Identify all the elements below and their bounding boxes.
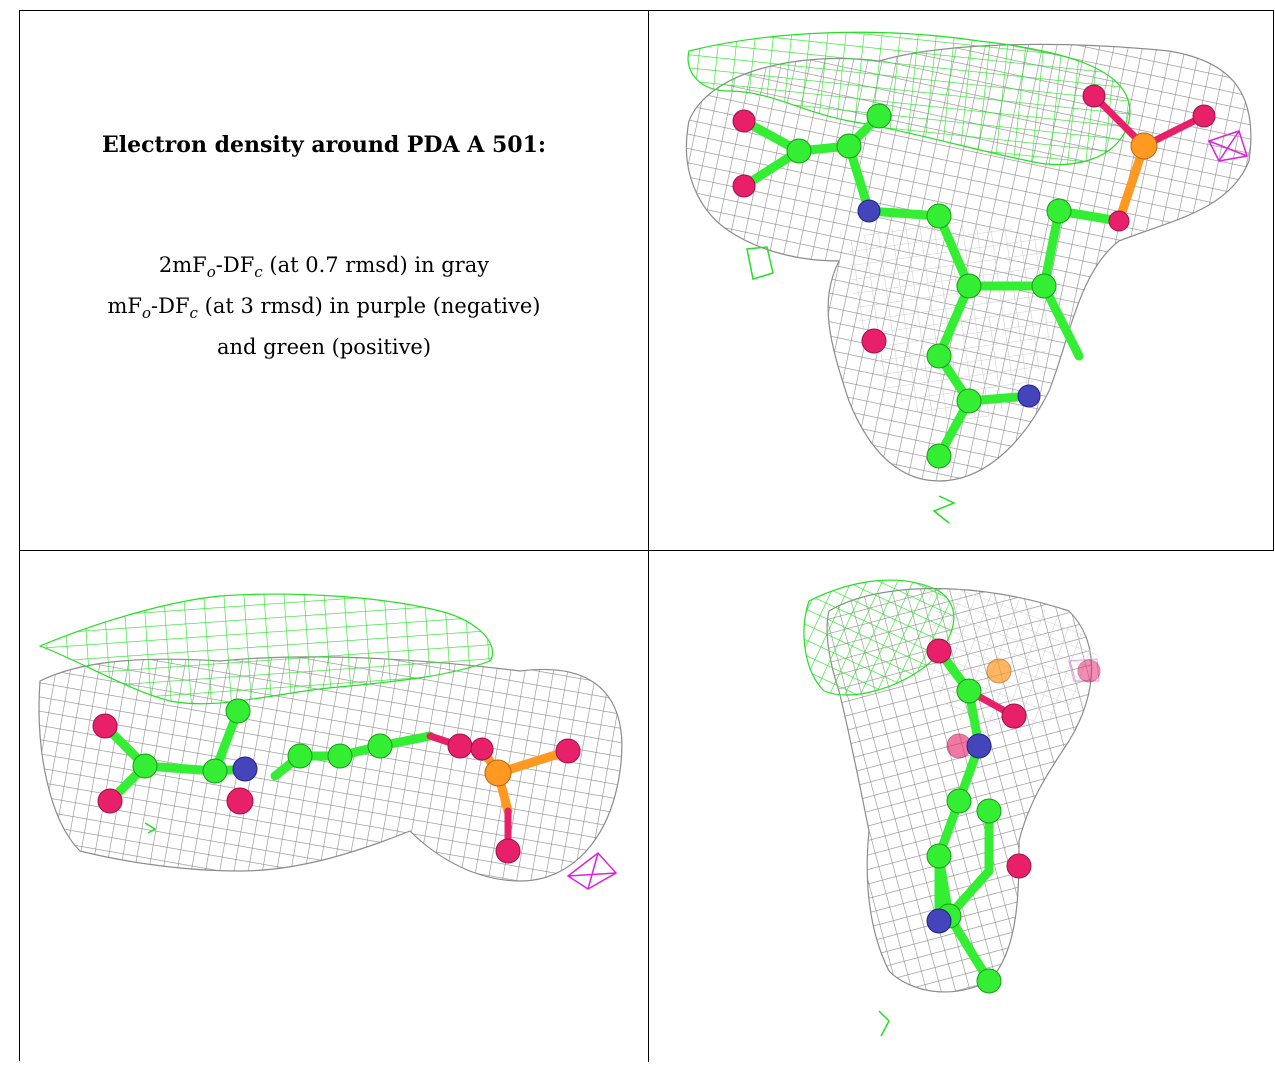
density-render-top-right — [685, 31, 1252, 524]
phosphorus-atom — [986, 658, 1012, 684]
phosphorus-atom — [1130, 132, 1158, 160]
purple-density-mesh — [1207, 130, 1248, 162]
carbon-atoms — [132, 698, 393, 784]
nitrogen-atoms — [857, 199, 1041, 408]
view-bottom-right — [649, 551, 1273, 1062]
carbon-atoms — [786, 103, 1072, 469]
legend-line-difference: mFo-DFc (at 3 rmsd) in purple (negative) — [107, 294, 541, 323]
table-border-left — [19, 10, 20, 550]
table-divider-vertical — [648, 10, 649, 1062]
gray-density-mesh — [38, 656, 623, 882]
view-top-right — [649, 11, 1273, 550]
phosphorus-atom — [484, 759, 512, 787]
legend-line-gray: 2mFo-DFc (at 0.7 rmsd) in gray — [158, 253, 490, 282]
density-render-bottom-right — [803, 579, 1101, 1037]
legend-line-green: and green (positive) — [216, 335, 432, 360]
legend-text: 2mFo-DFc (at 0.7 rmsd) in gray mFo-DFc (… — [0, 248, 648, 364]
table-border-top — [19, 10, 1274, 11]
nitrogen-atoms — [926, 733, 992, 934]
table-divider-horizontal — [19, 550, 1274, 551]
oxygen-atoms — [732, 84, 1216, 354]
oxygen-atoms — [926, 638, 1101, 879]
green-density-mesh — [38, 593, 494, 705]
oxygen-atoms — [92, 713, 581, 864]
table-border-left-lower — [19, 551, 20, 1061]
purple-density-mesh — [566, 851, 618, 890]
table-border-right — [1273, 10, 1274, 550]
nitrogen-atom — [232, 756, 258, 782]
view-bottom-left — [20, 551, 648, 1062]
green-density-mesh — [803, 579, 955, 696]
density-render-bottom-left — [38, 593, 623, 890]
legend-title: Electron density around PDA A 501: — [102, 132, 546, 158]
green-density-mesh — [687, 31, 1131, 166]
legend-cell: Electron density around PDA A 501: 2mFo-… — [0, 0, 648, 550]
